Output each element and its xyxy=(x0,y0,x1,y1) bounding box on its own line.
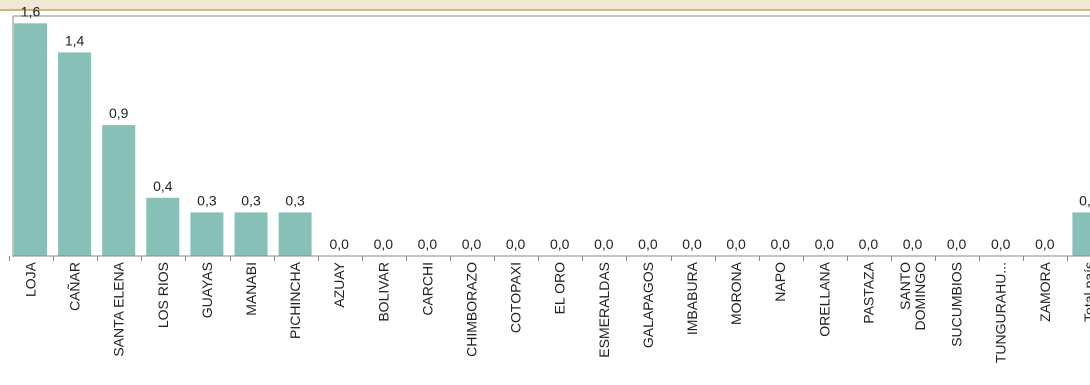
x-tick-label-line: SUCUMBIOS xyxy=(949,262,965,347)
data-label: 1,4 xyxy=(65,32,85,48)
data-label: 0,0 xyxy=(682,236,702,252)
data-label: 1,6 xyxy=(21,3,41,19)
data-label: 0,0 xyxy=(726,236,746,252)
bar xyxy=(146,197,180,256)
x-tick-label-line: CAÑAR xyxy=(67,262,83,311)
x-tick-label: ESMERALDAS xyxy=(596,262,612,358)
x-tick-label: SANTA ELENA xyxy=(111,261,127,356)
x-tick-label-line: CHIMBORAZO xyxy=(464,262,480,357)
data-label: 0,0 xyxy=(903,236,923,252)
x-tick-label: SANTO DOMINGO xyxy=(897,262,928,331)
x-tick-label-line: Total país xyxy=(1081,262,1090,322)
header-strip xyxy=(0,0,1090,11)
x-tick-label-line: SANTO xyxy=(897,262,913,310)
bar xyxy=(14,23,47,256)
bar xyxy=(278,212,312,256)
data-label: 0,0 xyxy=(329,236,349,252)
x-tick-label: BOLIVAR xyxy=(375,262,391,322)
x-tick-label-line: LOJA xyxy=(23,261,39,297)
data-label: 0,0 xyxy=(506,236,526,252)
data-label: 0,0 xyxy=(418,236,438,252)
x-tick-label-line: DOMINGO xyxy=(912,262,928,331)
data-label: 0,0 xyxy=(991,236,1011,252)
data-label: 0,3 xyxy=(197,192,217,208)
data-label: 0,3 xyxy=(285,192,305,208)
x-tick-label-line: TUNGURAHU... xyxy=(993,262,1009,363)
x-tick-label-line: EL ORO xyxy=(552,262,568,314)
x-tick-label: SUCUMBIOS xyxy=(949,262,965,347)
x-tick-label: GALAPAGOS xyxy=(640,262,656,348)
data-label: 0,0 xyxy=(550,236,570,252)
data-label: 0,4 xyxy=(153,178,173,194)
x-tick-label-line: GALAPAGOS xyxy=(640,262,656,348)
x-tick-label-line: MORONA xyxy=(728,261,744,325)
data-label: 0,0 xyxy=(859,236,879,252)
x-tick-label: CHIMBORAZO xyxy=(464,262,480,357)
x-tick-label: CARCHI xyxy=(419,262,435,316)
bar xyxy=(58,52,92,257)
data-label: 0,0 xyxy=(638,236,658,252)
x-tick-label-line: PASTAZA xyxy=(860,261,876,323)
data-label: 0,0 xyxy=(947,236,967,252)
x-tick-label: Total país xyxy=(1081,262,1090,322)
x-tick-label-line: CARCHI xyxy=(419,262,435,316)
x-tick-label: COTOPAXI xyxy=(508,262,524,333)
x-tick-label: AZUAY xyxy=(331,261,347,307)
data-label: 0,0 xyxy=(462,236,482,252)
data-label: 0,0 xyxy=(770,236,790,252)
bar xyxy=(234,212,268,256)
x-tick-label-line: LOS RIOS xyxy=(155,262,171,328)
data-label: 0,0 xyxy=(1035,236,1055,252)
bar xyxy=(190,212,224,256)
x-tick-label-line: PICHINCHA xyxy=(287,261,303,339)
x-tick-label: NAPO xyxy=(772,262,788,302)
x-tick-label-line: NAPO xyxy=(772,262,788,302)
x-tick-label-line: MANABI xyxy=(243,262,259,316)
x-tick-label-line: COTOPAXI xyxy=(508,262,524,333)
x-tick-label: LOJA xyxy=(23,261,39,297)
x-tick-label-line: AZUAY xyxy=(331,261,347,307)
x-tick-label: LOS RIOS xyxy=(155,262,171,328)
x-tick-label-line: SANTA ELENA xyxy=(111,261,127,356)
x-tick-label: MANABI xyxy=(243,262,259,316)
x-tick-label-line: BOLIVAR xyxy=(375,262,391,322)
x-tick-label: PICHINCHA xyxy=(287,261,303,339)
x-tick-label-line: ORELLANA xyxy=(816,261,832,336)
x-tick-label: TUNGURAHU... xyxy=(993,262,1009,363)
x-tick-label-line: GUAYAS xyxy=(199,262,215,318)
data-label: 0,9 xyxy=(109,105,129,121)
x-tick-label: GUAYAS xyxy=(199,262,215,318)
x-tick-label-line: IMBABURA xyxy=(684,261,700,335)
x-tick-label: PASTAZA xyxy=(860,261,876,323)
x-tick-label: CAÑAR xyxy=(67,262,83,311)
x-tick-label: IMBABURA xyxy=(684,261,700,335)
x-tick-label: ZAMORA xyxy=(1037,261,1053,322)
data-label: 0,3 xyxy=(241,192,261,208)
data-label: 0,0 xyxy=(594,236,614,252)
data-label: 0,0 xyxy=(815,236,835,252)
bar xyxy=(1072,212,1090,256)
x-tick-label-line: ESMERALDAS xyxy=(596,262,612,358)
x-tick-label: ORELLANA xyxy=(816,261,832,336)
data-label: 0,0 xyxy=(374,236,394,252)
bar xyxy=(102,125,136,256)
x-tick-label: MORONA xyxy=(728,261,744,325)
data-label: 0,3 xyxy=(1079,192,1090,208)
x-tick-label-line: ZAMORA xyxy=(1037,261,1053,322)
x-tick-label: EL ORO xyxy=(552,262,568,314)
